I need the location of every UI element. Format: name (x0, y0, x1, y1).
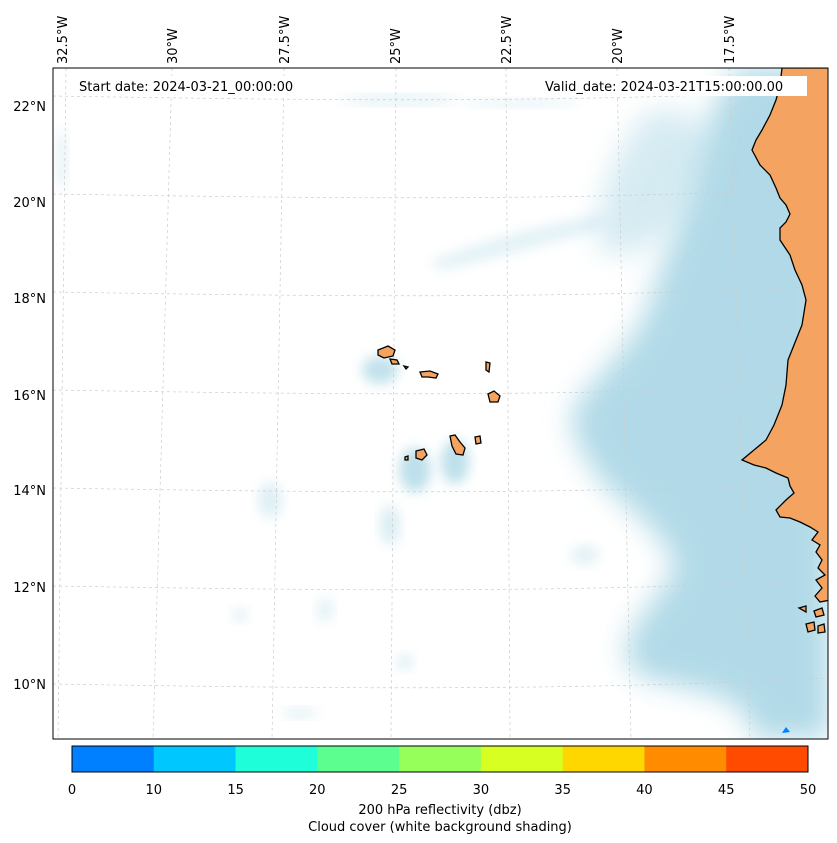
lon-label: 17.5°W (723, 16, 738, 64)
colorbar-tick: 35 (554, 783, 571, 798)
island-maio (474, 435, 482, 445)
colorbar-bins (72, 746, 809, 772)
colorbar-bin (726, 746, 809, 772)
colorbar-tick: 10 (146, 783, 163, 798)
colorbar-tick: 30 (473, 783, 490, 798)
island-bissagos-b (813, 607, 825, 618)
colorbar-tick: 25 (391, 783, 408, 798)
african-coast (740, 68, 828, 603)
colorbar-tick: 45 (718, 783, 735, 798)
island-santa-luzia (402, 364, 410, 371)
colorbar-label: 200 hPa reflectivity (dbz) (358, 803, 521, 818)
island-santo-antao (377, 345, 396, 359)
start-date-label: Start date: 2024-03-21_00:00:00 (79, 80, 293, 95)
colorbar-tick: 20 (309, 783, 326, 798)
colorbar-tick: 50 (800, 783, 817, 798)
lat-label: 10°N (13, 678, 46, 693)
cloud-patch-top-a (340, 95, 460, 105)
colorbar-tick: 15 (227, 783, 244, 798)
coastal-cloud-band (571, 68, 828, 739)
lat-label: 20°N (13, 196, 46, 211)
lon-label: 30°W (166, 28, 181, 64)
island-bissagos-a (805, 621, 816, 633)
lat-label: 22°N (13, 100, 46, 115)
cloud-patch-south-f (397, 654, 413, 670)
valid-date-label: Valid_date: 2024-03-21T15:00:00.00 (545, 80, 783, 95)
longitude-labels: 32.5°W 30°W 27.5°W 25°W 22.5°W 20°W 17.5… (56, 16, 738, 64)
cloud-patch-south-d (258, 482, 282, 518)
start-date-box (73, 76, 311, 96)
colorbar-bin (153, 746, 237, 772)
lon-label: 20°W (611, 28, 626, 64)
map-frame (52, 67, 829, 740)
colorbar-bin (72, 746, 155, 772)
colorbar-bin (562, 746, 645, 772)
graticule (53, 68, 828, 739)
map-panel: Start date: 2024-03-21_00:00:00 Valid_da… (13, 16, 829, 740)
lon-label: 22.5°W (500, 16, 515, 64)
cloud-patch-south-g (232, 608, 248, 622)
colorbar-tick: 40 (636, 783, 653, 798)
cloud-patch-west-streak (430, 215, 604, 270)
valid-date-box (539, 76, 807, 96)
island-sao-nicolau (419, 370, 439, 379)
lon-label: 32.5°W (56, 16, 71, 64)
island-santiago (449, 434, 466, 456)
lat-label: 14°N (13, 484, 46, 499)
colorbar-bin (235, 746, 318, 772)
island-boa-vista (487, 390, 501, 403)
colorbar-sublabel: Cloud cover (white background shading) (308, 820, 572, 835)
cloud-patch-top-b (460, 99, 580, 107)
cloud-patch-islands-north (362, 356, 398, 384)
cloud-patch-south-h (282, 708, 318, 718)
cloud-patch-south-c (380, 505, 400, 545)
lat-label: 18°N (13, 292, 46, 307)
colorbar-tick: 0 (68, 783, 76, 798)
colorbar-bin (399, 746, 482, 772)
cloud-patch-north (597, 109, 711, 254)
colorbar-bin (317, 746, 400, 772)
cloud-patch-south-i (571, 545, 599, 565)
cloud-patch-south-e (317, 598, 333, 622)
colorbar-bin (480, 746, 564, 772)
colorbar-bin (644, 746, 727, 772)
cloud-cover-shading (57, 68, 828, 739)
island-brava (404, 455, 409, 461)
colorbar-frame (71, 745, 809, 773)
colorbar-ticks: 0 10 15 20 25 30 35 40 45 50 (68, 783, 816, 798)
island-fogo (415, 448, 428, 461)
lon-label: 25°W (389, 28, 404, 64)
colorbar: 0 10 15 20 25 30 35 40 45 50 200 hPa ref… (68, 745, 816, 835)
lat-label: 12°N (13, 581, 46, 596)
latitude-labels: 22°N 20°N 18°N 16°N 14°N 12°N 10°N (13, 100, 46, 693)
island-bissagos-d (817, 623, 826, 634)
cloud-patch-left-edge (57, 130, 67, 190)
landmass (377, 68, 828, 634)
reflectivity-mark (782, 727, 790, 733)
island-sao-vicente (388, 358, 401, 365)
island-sal (485, 361, 491, 374)
island-bissagos-c (797, 605, 807, 614)
lat-label: 16°N (13, 389, 46, 404)
lon-label: 27.5°W (278, 16, 293, 64)
